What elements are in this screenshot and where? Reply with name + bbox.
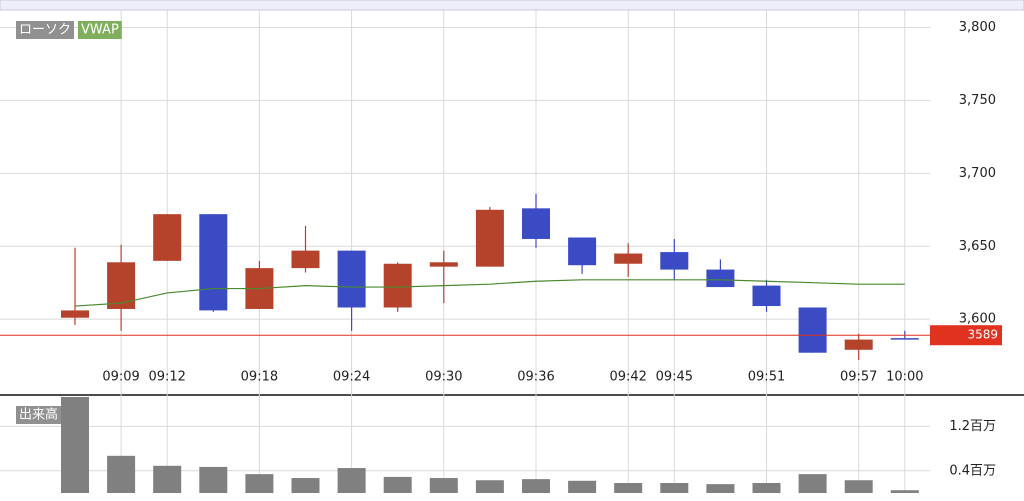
x-tick-label: 09:51 [748, 370, 785, 385]
x-tick-label: 09:12 [148, 370, 185, 385]
volume-bar [522, 479, 550, 493]
last-price-box [930, 325, 1002, 346]
y-tick-label: 1.2百万 [949, 419, 996, 434]
x-tick-label: 10:00 [886, 370, 923, 385]
candle-body [153, 214, 182, 261]
y-tick-label: 3,600 [959, 312, 996, 327]
candle-body [798, 307, 827, 353]
volume-bar [844, 480, 873, 493]
x-tick-label: 09:36 [517, 370, 554, 385]
vwap-line [74, 279, 905, 307]
y-tick-label: 3,650 [959, 239, 996, 254]
candle-body [844, 339, 873, 350]
x-tick-label: 09:09 [102, 370, 139, 385]
candle-body [660, 252, 689, 270]
legend-label: VWAP [81, 23, 119, 38]
volume-bar [429, 478, 458, 493]
legend-box [78, 21, 122, 39]
candle-body [337, 250, 366, 308]
legend-box [16, 21, 75, 39]
volume-bar [660, 483, 689, 493]
candle-body [61, 310, 89, 318]
volume-bar [291, 478, 320, 493]
volume-bar [752, 483, 781, 493]
x-tick-label: 09:57 [840, 370, 877, 385]
candle-body [199, 214, 228, 311]
y-tick-label: 3,800 [959, 20, 996, 35]
candle-body [383, 263, 412, 308]
volume-bar [475, 480, 504, 493]
candle-body [522, 208, 550, 239]
last-price-label: 3589 [967, 328, 998, 342]
candle-body [614, 253, 643, 264]
candle-body [568, 237, 597, 266]
volume-bar [798, 474, 827, 493]
candle-body [752, 285, 781, 307]
candle-body [890, 338, 919, 340]
x-tick-label: 09:45 [656, 370, 693, 385]
volume-bar [61, 397, 89, 493]
y-tick-label: 3,700 [959, 166, 996, 181]
legend-label: 出来高 [19, 407, 58, 423]
candle-body [475, 209, 504, 267]
volume-bar [199, 466, 228, 493]
x-tick-label: 09:18 [241, 370, 278, 385]
y-tick-label: 3,750 [959, 93, 996, 108]
volume-bar [706, 484, 735, 493]
x-tick-label: 09:42 [609, 370, 646, 385]
candle-body [107, 262, 136, 309]
volume-bar [337, 468, 366, 493]
y-tick-label: 0.4百万 [949, 463, 996, 478]
x-tick-label: 09:24 [333, 370, 370, 385]
volume-bar [890, 490, 919, 493]
volume-bar [614, 483, 643, 493]
legend-box [16, 406, 62, 424]
candle-body [429, 262, 458, 267]
candle-body [291, 250, 320, 269]
x-tick-label: 09:30 [425, 370, 462, 385]
legend-label: ローソク [19, 23, 71, 38]
candle-body [706, 269, 735, 288]
top-strip [0, 0, 1024, 11]
volume-bar [153, 465, 182, 493]
volume-bar [107, 455, 136, 493]
volume-bar [245, 474, 274, 493]
volume-bar [568, 480, 597, 493]
volume-bar [383, 476, 412, 493]
